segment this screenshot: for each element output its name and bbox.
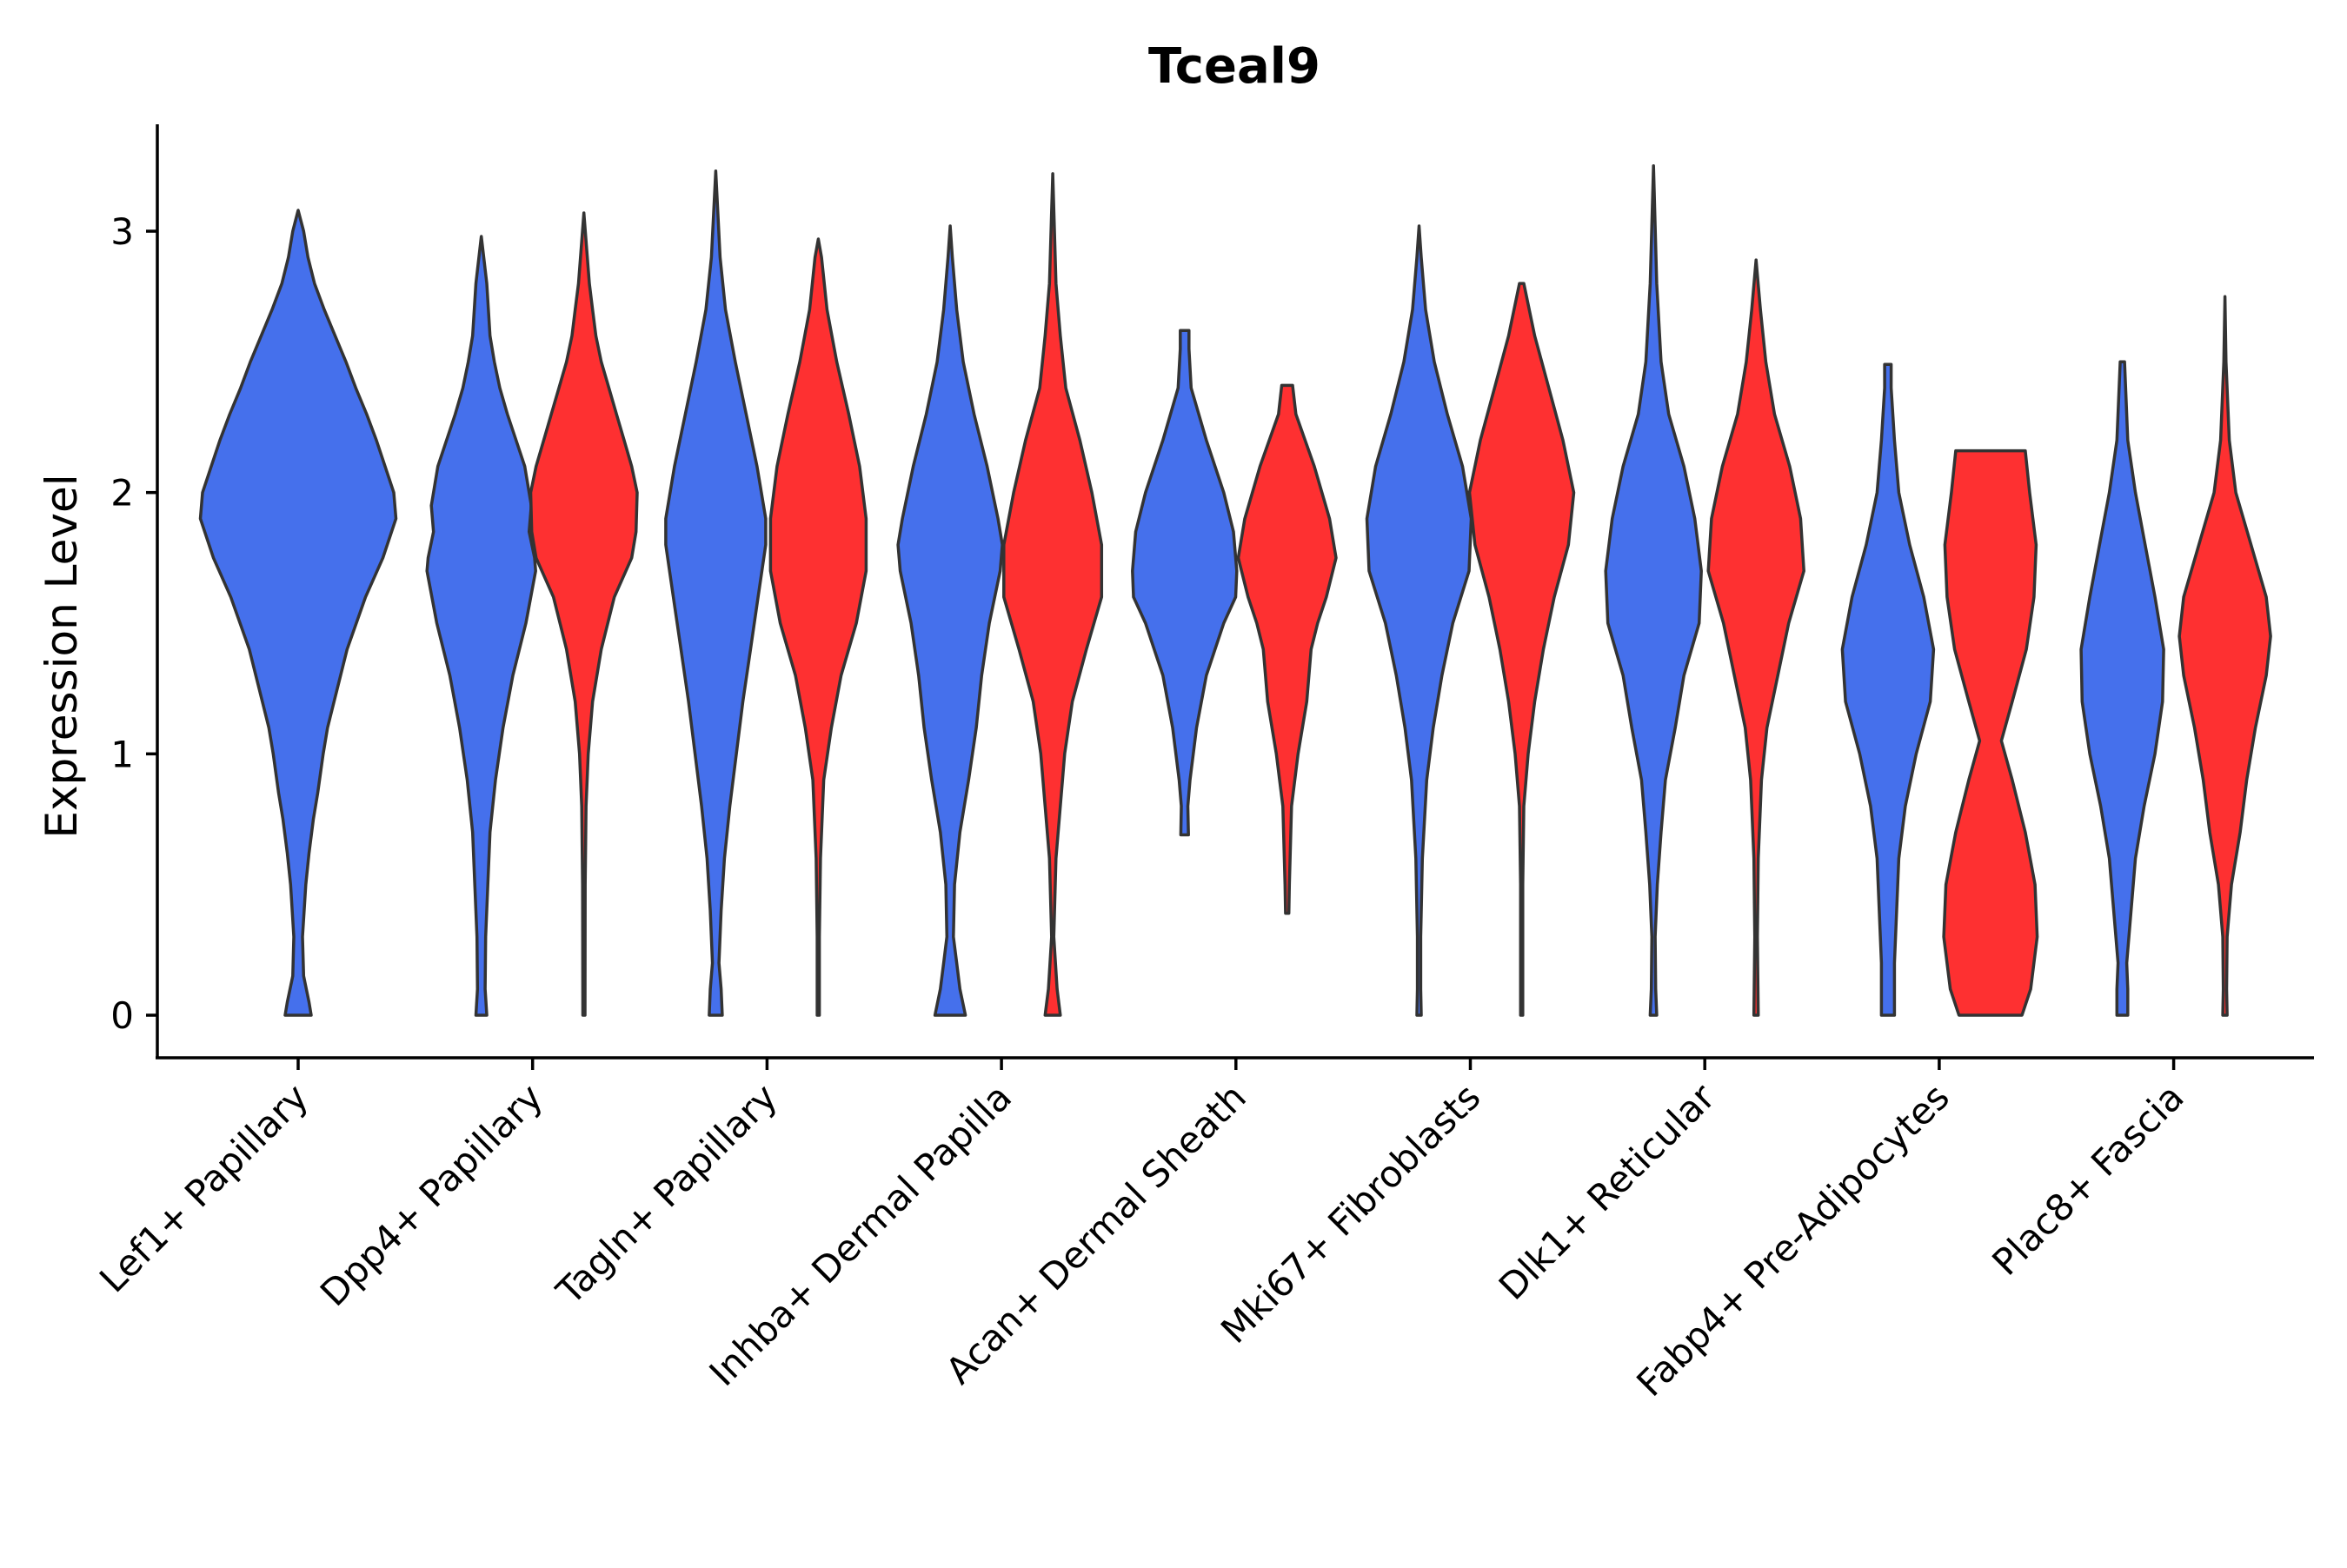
violin-8 bbox=[1131, 329, 1239, 837]
violin-3 bbox=[529, 211, 639, 1017]
x-tick-label: Tagln+ Papillary bbox=[548, 1075, 785, 1312]
violin-12 bbox=[1604, 164, 1703, 1017]
y-axis-label: Expression Level bbox=[37, 474, 87, 838]
violin-14 bbox=[1840, 362, 1936, 1017]
violins-layer bbox=[198, 164, 2272, 1017]
y-tick-label: 1 bbox=[110, 733, 134, 775]
violin-16 bbox=[2079, 360, 2165, 1017]
y-tick-label: 0 bbox=[110, 994, 134, 1037]
violin-13 bbox=[1706, 258, 1805, 1017]
violin-2 bbox=[425, 235, 537, 1017]
violin-15 bbox=[1942, 448, 2039, 1017]
chart-title: Tceal9 bbox=[1148, 38, 1320, 95]
y-tick-label: 2 bbox=[110, 472, 134, 515]
x-tick-label: Plac8+ Fascia bbox=[1984, 1075, 2191, 1283]
x-tick-label: Dlk1+ Reticular bbox=[1491, 1075, 1724, 1308]
violin-17 bbox=[2177, 295, 2272, 1017]
y-tick-label: 3 bbox=[110, 210, 134, 253]
violin-10 bbox=[1365, 224, 1473, 1017]
violin-9 bbox=[1236, 383, 1338, 915]
x-tick-label: Dpp4+ Papillary bbox=[312, 1075, 551, 1314]
violin-7 bbox=[1002, 172, 1104, 1017]
x-tick-label: Lef1+ Papillary bbox=[91, 1075, 316, 1300]
violin-5 bbox=[768, 237, 868, 1017]
violin-11 bbox=[1467, 282, 1576, 1017]
y-ticks: 0 1 2 3 bbox=[110, 210, 157, 1037]
violin-4 bbox=[664, 169, 768, 1017]
x-tick-label: Mki67+ Fibroblasts bbox=[1213, 1075, 1488, 1351]
violin-6 bbox=[896, 224, 1004, 1017]
violin-1 bbox=[198, 209, 398, 1017]
